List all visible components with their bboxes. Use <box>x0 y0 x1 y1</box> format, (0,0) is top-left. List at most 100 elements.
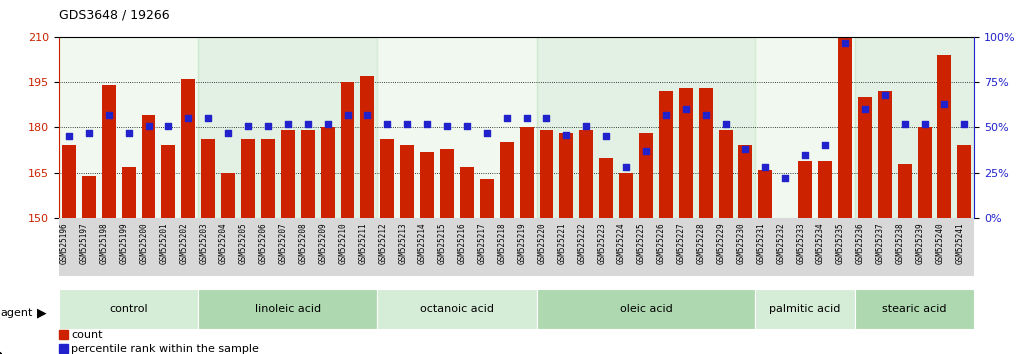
Text: GSM525213: GSM525213 <box>399 222 407 264</box>
Bar <box>719 130 732 218</box>
Text: GSM525218: GSM525218 <box>497 222 506 264</box>
Bar <box>82 176 96 218</box>
Text: GSM525209: GSM525209 <box>318 222 327 264</box>
Bar <box>537 37 756 218</box>
Bar <box>221 172 235 218</box>
Bar <box>162 145 175 218</box>
Point <box>658 112 674 118</box>
Point <box>240 123 256 129</box>
Bar <box>341 82 355 218</box>
Text: agent: agent <box>0 308 33 318</box>
Bar <box>520 127 534 218</box>
Point <box>717 121 733 127</box>
Bar <box>818 161 832 218</box>
Point <box>220 130 236 136</box>
Text: GSM525238: GSM525238 <box>896 222 905 264</box>
Bar <box>559 133 574 218</box>
Text: GSM525206: GSM525206 <box>259 222 267 264</box>
Bar <box>181 79 195 218</box>
Bar <box>62 145 76 218</box>
Point <box>897 121 913 127</box>
Text: GSM525211: GSM525211 <box>358 222 367 264</box>
Bar <box>798 161 813 218</box>
Text: GSM525214: GSM525214 <box>418 222 427 264</box>
Bar <box>401 145 414 218</box>
Bar <box>858 97 872 218</box>
Text: GSM525220: GSM525220 <box>537 222 546 264</box>
Text: GSM525208: GSM525208 <box>299 222 308 264</box>
Text: GSM525200: GSM525200 <box>139 222 148 264</box>
Text: GSM525217: GSM525217 <box>478 222 487 264</box>
Text: GSM525197: GSM525197 <box>79 222 88 264</box>
Bar <box>619 172 633 218</box>
Bar <box>201 139 216 218</box>
Bar <box>838 37 852 218</box>
Point <box>638 148 654 154</box>
Point <box>359 112 375 118</box>
Point <box>558 132 575 137</box>
Point <box>120 130 136 136</box>
Bar <box>102 85 116 218</box>
Text: GSM525203: GSM525203 <box>199 222 208 264</box>
Point <box>200 115 217 121</box>
Bar <box>678 88 693 218</box>
Text: linoleic acid: linoleic acid <box>254 304 321 314</box>
Bar <box>957 145 971 218</box>
Text: GSM525228: GSM525228 <box>697 222 706 264</box>
Text: GSM525239: GSM525239 <box>915 222 924 264</box>
Point <box>80 130 97 136</box>
Point <box>419 121 435 127</box>
Bar <box>499 142 514 218</box>
Bar <box>261 139 275 218</box>
Text: GSM525240: GSM525240 <box>936 222 945 264</box>
Bar <box>198 289 377 329</box>
Bar <box>855 289 974 329</box>
Point <box>180 115 196 121</box>
Bar <box>460 166 474 218</box>
Text: GSM525221: GSM525221 <box>557 222 566 264</box>
Bar <box>580 130 593 218</box>
Text: GSM525207: GSM525207 <box>279 222 288 264</box>
Bar <box>198 37 377 218</box>
Text: count: count <box>71 330 103 340</box>
Point <box>259 123 276 129</box>
Text: GSM525216: GSM525216 <box>458 222 467 264</box>
Point <box>538 115 554 121</box>
Text: GSM525204: GSM525204 <box>219 222 228 264</box>
Point <box>459 123 475 129</box>
Point <box>479 130 495 136</box>
Point <box>677 107 694 112</box>
Bar <box>377 37 537 218</box>
Point <box>161 123 177 129</box>
Text: GSM525202: GSM525202 <box>179 222 188 264</box>
Point <box>101 112 117 118</box>
Bar <box>540 130 553 218</box>
Point <box>797 152 814 157</box>
Text: GDS3648 / 19266: GDS3648 / 19266 <box>59 9 170 22</box>
Text: control: control <box>109 304 147 314</box>
Text: GSM525235: GSM525235 <box>836 222 845 264</box>
Bar <box>59 289 198 329</box>
Bar <box>659 91 673 218</box>
Point <box>61 133 77 139</box>
Bar <box>938 55 952 218</box>
Bar <box>480 178 494 218</box>
Point <box>319 121 336 127</box>
Text: GSM525219: GSM525219 <box>518 222 527 264</box>
Text: GSM525224: GSM525224 <box>617 222 626 264</box>
Text: GSM525225: GSM525225 <box>637 222 646 264</box>
Bar <box>878 91 892 218</box>
Point <box>280 121 296 127</box>
Point <box>877 92 893 98</box>
Bar <box>699 88 713 218</box>
Point <box>698 112 714 118</box>
Point <box>856 107 873 112</box>
Bar <box>59 331 68 339</box>
Text: GSM525231: GSM525231 <box>757 222 766 264</box>
Text: GSM525241: GSM525241 <box>955 222 964 264</box>
Point <box>399 121 415 127</box>
Bar <box>320 127 335 218</box>
Point <box>777 175 793 181</box>
Point <box>519 115 535 121</box>
Point <box>618 164 635 170</box>
